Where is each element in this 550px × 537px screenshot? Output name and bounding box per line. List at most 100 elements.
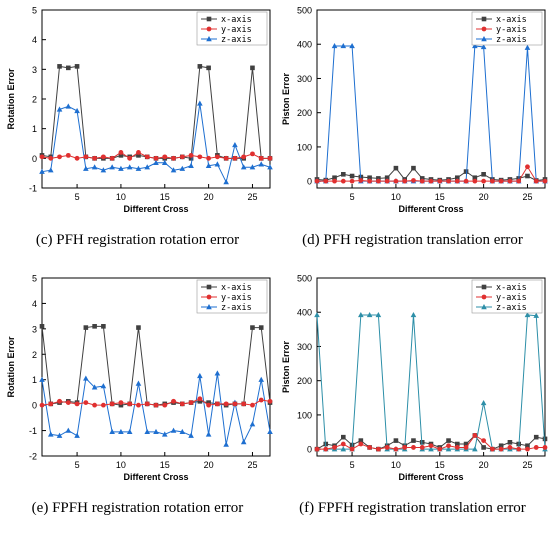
data-point-z-axis	[205, 431, 212, 437]
data-point-y-axis	[446, 443, 451, 449]
data-point-z-axis	[100, 167, 107, 173]
data-point-y-axis	[489, 178, 495, 184]
legend-label: y-axis	[221, 293, 252, 303]
data-point-z-axis	[205, 162, 212, 168]
data-point-z-axis	[267, 428, 273, 435]
data-point-y-axis	[232, 155, 238, 161]
data-point-y-axis	[127, 155, 133, 161]
y-axis-label: Rotation Error	[6, 68, 16, 129]
data-point-y-axis	[411, 445, 416, 450]
data-point-y-axis	[118, 400, 124, 405]
x-axis-label: Different Cross	[398, 204, 463, 214]
legend-label: z-axis	[496, 35, 527, 45]
data-point-x-axis	[384, 175, 390, 181]
data-point-z-axis	[472, 446, 478, 452]
data-point-y-axis	[162, 402, 168, 408]
data-point-y-axis	[358, 441, 364, 447]
data-point-x-axis	[411, 438, 416, 443]
data-point-x-axis	[341, 434, 346, 440]
x-tick-label: 5	[75, 460, 80, 470]
y-tick-label: 500	[297, 274, 312, 284]
y-tick-label: 5	[32, 6, 37, 16]
data-point-x-axis	[472, 175, 478, 181]
y-tick-label: 100	[297, 410, 312, 420]
data-point-y-axis	[340, 178, 346, 184]
data-point-y-axis	[188, 152, 194, 158]
data-point-z-axis	[524, 44, 531, 50]
legend-marker-z-axis	[206, 304, 212, 310]
data-point-x-axis	[533, 434, 539, 440]
y-tick-label: 4	[32, 35, 37, 45]
x-tick-label: 20	[479, 460, 489, 470]
data-point-y-axis	[206, 155, 212, 161]
data-point-z-axis	[118, 165, 124, 171]
data-point-y-axis	[92, 155, 98, 161]
x-tick-label: 15	[435, 192, 445, 202]
data-point-z-axis	[135, 165, 142, 171]
data-point-y-axis	[162, 154, 168, 160]
data-point-z-axis	[188, 162, 194, 168]
data-point-y-axis	[507, 445, 513, 450]
y-tick-label: 400	[297, 308, 312, 318]
data-point-y-axis	[250, 402, 255, 408]
data-point-y-axis	[232, 401, 238, 407]
data-point-x-axis	[332, 175, 337, 181]
data-point-y-axis	[437, 446, 443, 452]
caption-letter: (f)	[299, 500, 315, 516]
data-point-x-axis	[206, 65, 211, 71]
caption-e: (e) FPFH registration rotation error	[0, 500, 275, 517]
data-point-y-axis	[39, 154, 45, 160]
data-point-y-axis	[188, 400, 194, 405]
data-point-z-axis	[223, 441, 229, 447]
legend-marker-y-axis	[206, 294, 212, 300]
data-point-z-axis	[240, 164, 247, 170]
data-point-x-axis	[525, 443, 530, 449]
data-point-y-axis	[179, 154, 185, 160]
x-tick-label: 5	[350, 460, 355, 470]
data-point-x-axis	[358, 438, 364, 443]
data-point-z-axis	[179, 428, 186, 435]
data-point-z-axis	[56, 432, 63, 438]
data-point-z-axis	[314, 311, 320, 318]
x-tick-label: 20	[204, 192, 214, 202]
data-point-z-axis	[375, 311, 382, 318]
chart-f: 0 100 200 300 400 500 5 10 15 20 25 Different Cross…	[281, 274, 548, 482]
x-tick-label: 10	[116, 460, 126, 470]
data-point-z-axis	[223, 179, 229, 185]
data-point-x-axis	[411, 165, 416, 171]
data-point-z-axis	[83, 165, 89, 171]
data-point-y-axis	[393, 446, 399, 452]
data-point-y-axis	[197, 396, 203, 402]
y-tick-label: 500	[297, 6, 312, 16]
data-point-x-axis	[525, 173, 530, 179]
y-axis-label: Rotation Error	[6, 336, 16, 397]
data-point-y-axis	[437, 178, 443, 184]
data-point-y-axis	[384, 445, 390, 450]
data-point-z-axis	[240, 439, 247, 445]
data-point-z-axis	[249, 421, 256, 427]
data-point-y-axis	[489, 446, 495, 452]
data-point-y-axis	[463, 445, 469, 450]
data-point-z-axis	[153, 428, 159, 435]
data-point-z-axis	[249, 164, 256, 170]
data-point-z-axis	[39, 376, 45, 382]
x-tick-label: 25	[247, 192, 257, 202]
data-point-x-axis	[393, 165, 399, 171]
data-point-y-axis	[250, 151, 255, 157]
panel-e: -2 -1 0 1 2 3 4 5 5 10 15 20 25 Different Cross Rotati…	[0, 268, 275, 536]
x-tick-label: 20	[479, 192, 489, 202]
data-point-x-axis	[136, 153, 141, 158]
data-point-z-axis	[47, 167, 54, 173]
data-point-y-axis	[525, 446, 530, 452]
data-point-y-axis	[358, 178, 364, 183]
caption-f: (f) FPFH registration translation error	[275, 500, 550, 517]
chart-c: -1 0 1 2 3 4 5 5 10 15 20 25 Different Cross Rotation…	[6, 6, 273, 214]
data-point-y-axis	[74, 401, 80, 407]
data-point-y-axis	[136, 150, 141, 155]
data-point-z-axis	[135, 380, 142, 386]
x-tick-label: 15	[160, 460, 170, 470]
data-point-y-axis	[481, 438, 487, 443]
data-point-y-axis	[197, 154, 203, 160]
y-tick-label: -2	[29, 452, 37, 462]
data-point-y-axis	[241, 154, 247, 160]
